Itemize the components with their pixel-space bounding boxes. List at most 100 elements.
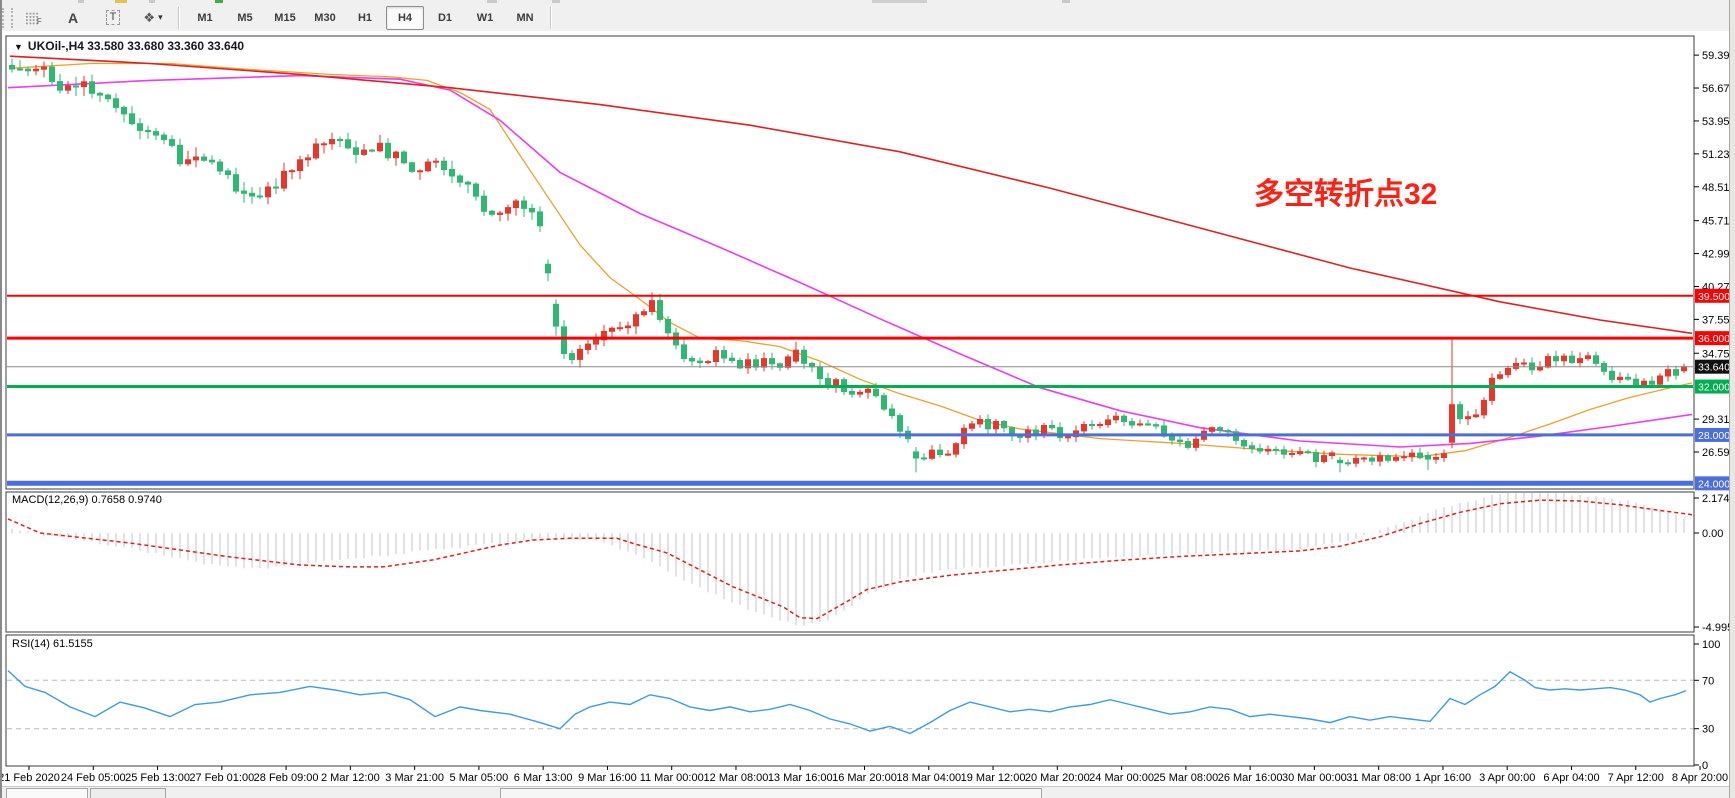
svg-text:56.670: 56.670 — [1702, 83, 1735, 95]
toolbar-separator — [178, 6, 180, 29]
chart-title: ▼ UKOil-,H4 33.580 33.680 33.360 33.640 — [14, 39, 244, 53]
chart-annotation-text: 多空转折点32 — [1254, 178, 1438, 211]
svg-text:24 Mar 00:00: 24 Mar 00:00 — [1089, 772, 1154, 784]
price-axis[interactable]: 59.390 56.670 53.950 51.230 48.510 45.710 42.9… — [1694, 50, 1735, 491]
svg-text:33.640: 33.640 — [1698, 362, 1730, 374]
svg-text:48.510: 48.510 — [1702, 182, 1735, 194]
arrow-objects-icon[interactable]: ❖ ▾ — [143, 9, 163, 25]
horizontal-scrollbar[interactable] — [500, 788, 1042, 798]
timeframe-H1[interactable]: H1 — [357, 11, 373, 24]
toolbar: ⣿⣿ F A T ❖ ▾ M1 M5 M15 M30 H1 H4 D1 W1 MN — [0, 4, 1735, 32]
svg-text:37.550: 37.550 — [1702, 314, 1735, 326]
svg-text:19 Mar 12:00: 19 Mar 12:00 — [961, 772, 1026, 784]
grid-icon-label: F — [36, 17, 42, 26]
svg-text:59.390: 59.390 — [1702, 50, 1735, 62]
macd-signal-line — [7, 499, 1693, 620]
grid-properties-icon[interactable]: ⣿⣿ F — [24, 10, 42, 27]
time-axis[interactable]: 21 Feb 2020 24 Feb 05:00 25 Feb 13:00 27 Fe… — [0, 766, 1728, 784]
chart-tab[interactable] — [90, 788, 166, 798]
toolbar-fragment — [487, 0, 497, 3]
svg-text:0: 0 — [1702, 760, 1708, 772]
timeframe-buttons: M1 M5 M15 M30 H1 H4 D1 W1 MN — [185, 5, 545, 30]
moving-average-lines — [7, 55, 1693, 458]
timeframe-M1[interactable]: M1 — [197, 11, 213, 24]
svg-text:13 Mar 16:00: 13 Mar 16:00 — [768, 772, 833, 784]
svg-text:12 Mar 08:00: 12 Mar 08:00 — [704, 772, 769, 784]
svg-text:6 Mar 13:00: 6 Mar 13:00 — [514, 772, 573, 784]
svg-text:100: 100 — [1702, 639, 1720, 651]
rsi-axis[interactable]: 100 70 30 0 — [1694, 639, 1720, 772]
svg-text:30: 30 — [1702, 724, 1714, 736]
svg-text:51.230: 51.230 — [1702, 149, 1735, 161]
svg-text:29.310: 29.310 — [1702, 414, 1735, 426]
svg-text:-4.9955: -4.9955 — [1702, 622, 1735, 634]
toolbar-drag-handle[interactable] — [2, 7, 13, 28]
macd-indicator-label: MACD(12,26,9) 0.7658 0.9740 — [12, 494, 162, 506]
macd-histogram — [11, 493, 1685, 626]
chart-tabs-strip — [0, 786, 1735, 798]
timeframe-MN[interactable]: MN — [516, 11, 534, 24]
svg-text:28.000: 28.000 — [1698, 430, 1730, 442]
macd-axis[interactable]: 2.1745 0.00 -4.9955 — [1694, 493, 1735, 634]
text-tool-icon[interactable]: A — [67, 9, 79, 26]
chart-canvas[interactable]: 59.390 56.670 53.950 51.230 48.510 45.710 42.9… — [0, 31, 1735, 798]
svg-text:1 Apr 16:00: 1 Apr 16:00 — [1415, 772, 1471, 784]
svg-text:20 Mar 20:00: 20 Mar 20:00 — [1025, 772, 1090, 784]
toolbar-fragment — [552, 0, 560, 3]
rsi-level-lines — [7, 679, 1693, 730]
svg-text:26.590: 26.590 — [1702, 447, 1735, 459]
text-label-tool-icon[interactable]: T — [94, 6, 132, 30]
timeframe-M5[interactable]: M5 — [237, 11, 253, 24]
toolbar-fragment — [149, 0, 155, 3]
svg-text:45.710: 45.710 — [1702, 216, 1735, 228]
support-resistance-lines[interactable] — [7, 294, 1693, 486]
svg-text:70: 70 — [1702, 675, 1714, 687]
svg-text:39.500: 39.500 — [1698, 291, 1730, 303]
svg-text:5 Mar 05:00: 5 Mar 05:00 — [450, 772, 509, 784]
window-left-border — [0, 0, 2, 798]
chart-tab[interactable] — [6, 788, 88, 798]
svg-text:25 Mar 08:00: 25 Mar 08:00 — [1153, 772, 1218, 784]
clipped-upper-toolbar — [0, 0, 1735, 4]
svg-text:34.750: 34.750 — [1702, 348, 1735, 360]
toolbar-fragment — [1062, 0, 1070, 3]
svg-text:28 Feb 09:00: 28 Feb 09:00 — [254, 772, 319, 784]
timeframe-W1[interactable]: W1 — [476, 11, 494, 24]
chart-area[interactable]: 59.390 56.670 53.950 51.230 48.510 45.710 42.9… — [0, 31, 1735, 798]
timeframe-H4[interactable]: H4 — [386, 5, 424, 30]
svg-text:30 Mar 00:00: 30 Mar 00:00 — [1282, 772, 1347, 784]
svg-text:7 Apr 12:00: 7 Apr 12:00 — [1608, 772, 1664, 784]
svg-text:24.000: 24.000 — [1698, 478, 1730, 490]
svg-text:6 Apr 04:00: 6 Apr 04:00 — [1543, 772, 1599, 784]
candlestick-series — [9, 58, 1687, 473]
svg-text:25 Feb 13:00: 25 Feb 13:00 — [125, 772, 190, 784]
chart-title-text: UKOil-,H4 33.580 33.680 33.360 33.640 — [27, 39, 245, 53]
rsi-indicator-label: RSI(14) 61.5155 — [12, 638, 93, 650]
panel-borders — [5, 35, 1695, 767]
timeframe-M30[interactable]: M30 — [314, 11, 336, 24]
toolbar-fragment — [78, 0, 84, 3]
svg-text:42.990: 42.990 — [1702, 249, 1735, 261]
svg-text:3 Mar 21:00: 3 Mar 21:00 — [385, 772, 444, 784]
timeframe-M15[interactable]: M15 — [274, 11, 296, 24]
svg-text:26 Mar 16:00: 26 Mar 16:00 — [1218, 772, 1283, 784]
window-right-border — [1729, 0, 1735, 798]
symbol-dropdown-icon[interactable]: ▼ — [14, 42, 23, 52]
rsi-line — [7, 670, 1687, 735]
svg-text:32.000: 32.000 — [1698, 382, 1730, 394]
toolbar-fragment — [872, 0, 927, 3]
svg-text:53.950: 53.950 — [1702, 116, 1735, 128]
timeframe-D1[interactable]: D1 — [437, 11, 453, 24]
ma-magenta-mid — [7, 74, 1693, 448]
toolbar-fragment — [115, 0, 127, 3]
svg-text:2 Mar 12:00: 2 Mar 12:00 — [321, 772, 380, 784]
ma-orange-fast — [9, 62, 1693, 458]
svg-text:3 Apr 00:00: 3 Apr 00:00 — [1479, 772, 1535, 784]
svg-text:27 Feb 01:00: 27 Feb 01:00 — [189, 772, 254, 784]
toolbar-separator — [550, 6, 552, 29]
svg-text:9 Mar 16:00: 9 Mar 16:00 — [578, 772, 637, 784]
svg-text:21 Feb 2020: 21 Feb 2020 — [0, 772, 60, 784]
svg-text:24 Feb 05:00: 24 Feb 05:00 — [61, 772, 126, 784]
toolbar-fragment — [215, 0, 223, 3]
